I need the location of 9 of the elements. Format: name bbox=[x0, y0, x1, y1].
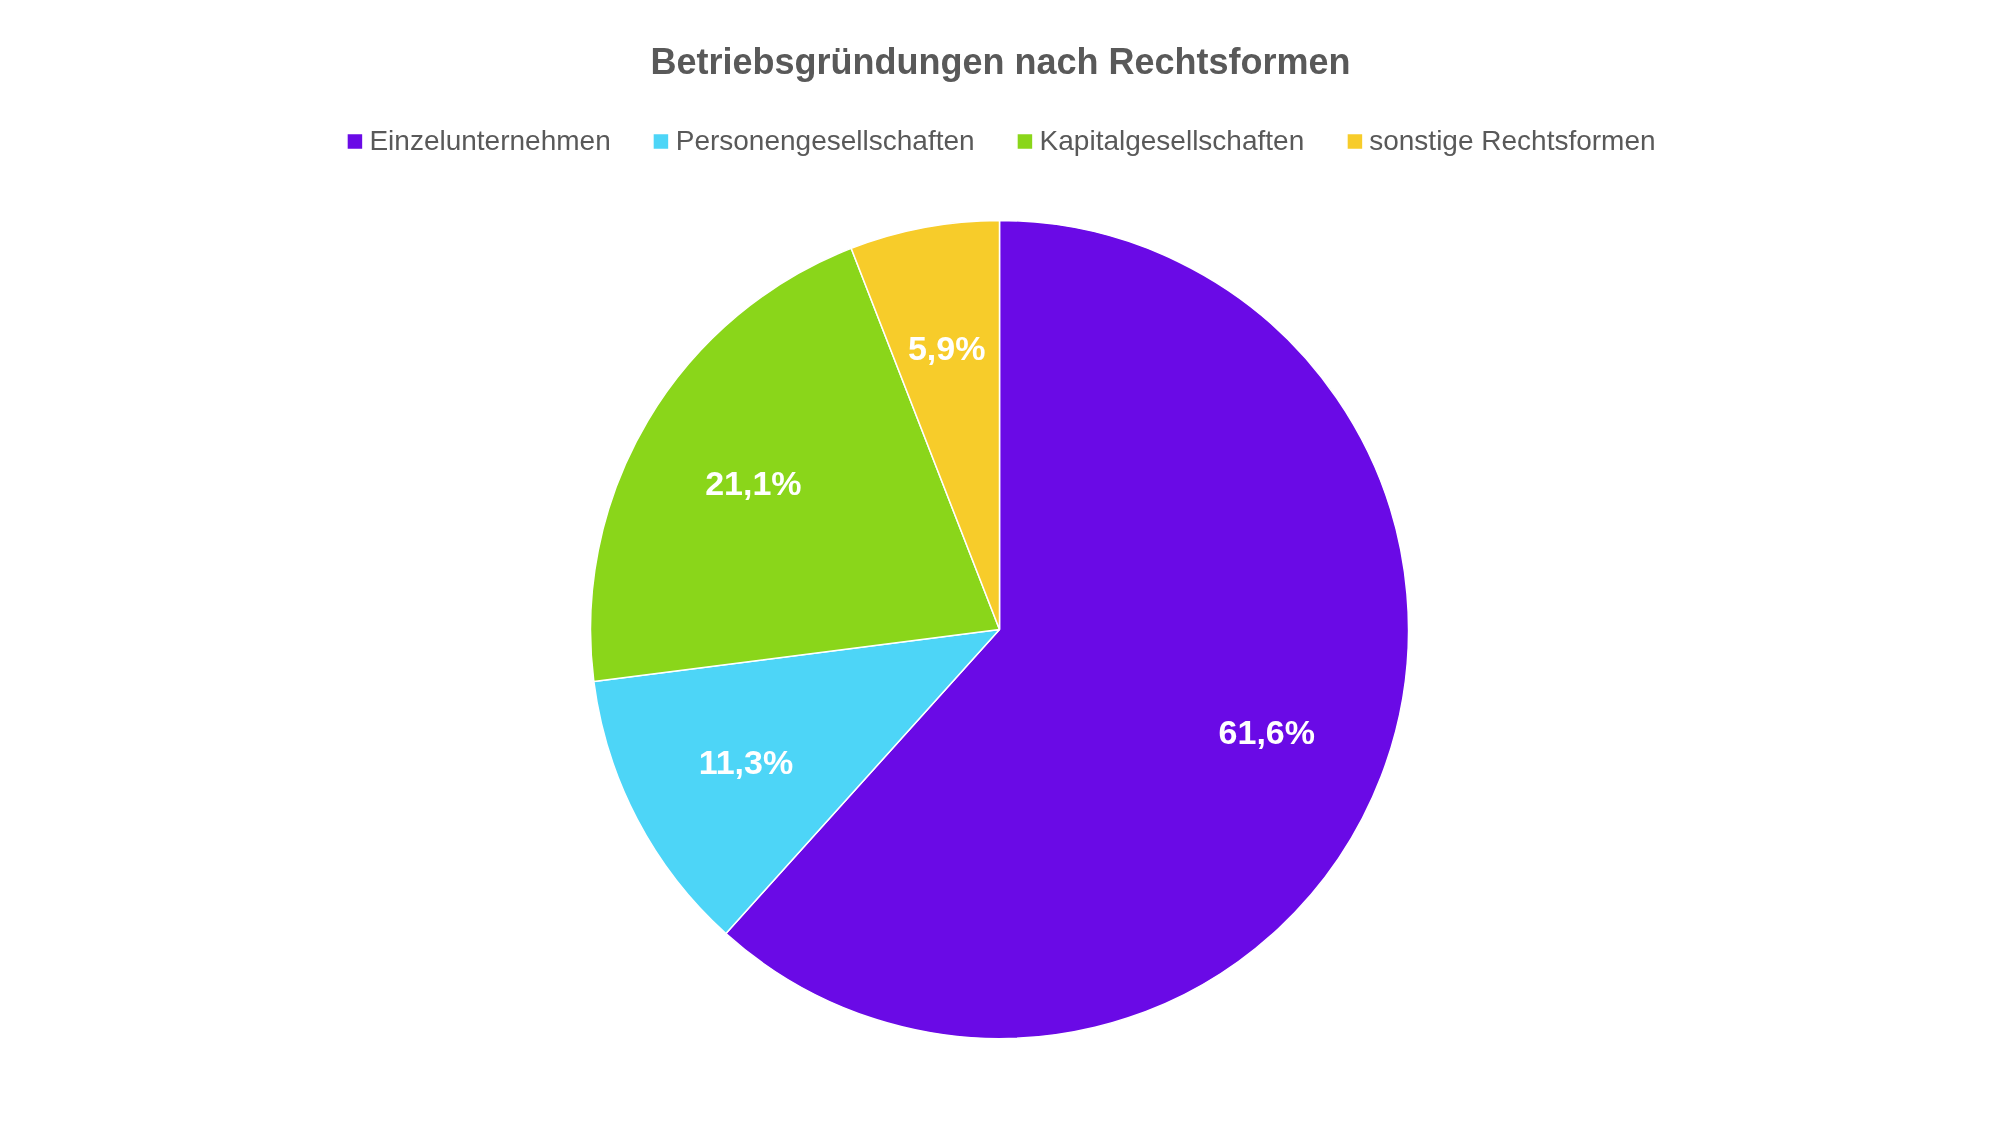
legend-label: Personengesellschaften bbox=[675, 125, 975, 157]
data-label: 21,1% bbox=[705, 464, 802, 503]
legend-label: Kapitalgesellschaften bbox=[1039, 125, 1305, 157]
data-label: 11,3% bbox=[698, 743, 794, 782]
legend-label: Einzelunternehmen bbox=[369, 125, 611, 157]
chart-title: Betriebsgründungen nach Rechtsformen bbox=[650, 41, 1351, 82]
data-label: 5,9% bbox=[907, 329, 986, 368]
data-label: 61,6% bbox=[1218, 713, 1315, 752]
legend-label: sonstige Rechtsformen bbox=[1369, 125, 1656, 157]
